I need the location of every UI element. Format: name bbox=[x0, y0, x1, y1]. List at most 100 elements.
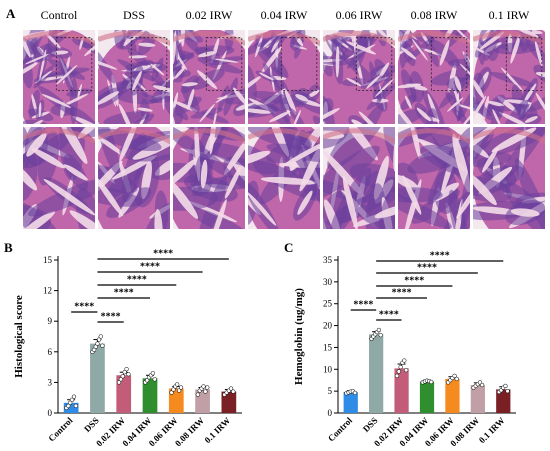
data-point bbox=[378, 333, 383, 338]
significance-label: **** bbox=[379, 310, 399, 321]
data-point bbox=[376, 327, 382, 333]
significance-label: **** bbox=[430, 251, 450, 262]
data-point bbox=[71, 394, 77, 399]
zoom-micrograph-2 bbox=[172, 126, 246, 230]
y-tick-label: 12 bbox=[43, 286, 52, 296]
data-point bbox=[176, 388, 182, 393]
data-point bbox=[452, 373, 457, 378]
data-point bbox=[100, 343, 105, 348]
group-label-4: 0.06 IRW bbox=[335, 8, 383, 22]
data-point bbox=[175, 382, 180, 387]
significance-label: **** bbox=[417, 263, 437, 274]
significance-label: **** bbox=[74, 302, 94, 313]
significance-label: **** bbox=[353, 300, 373, 311]
bar-2 bbox=[116, 375, 132, 413]
category-label-0: Control bbox=[326, 415, 355, 444]
bar-0 bbox=[343, 392, 358, 413]
data-point bbox=[203, 389, 208, 394]
data-point bbox=[169, 390, 174, 395]
data-point bbox=[68, 400, 73, 405]
data-point bbox=[195, 392, 200, 397]
bar-4 bbox=[445, 378, 460, 413]
significance-label: **** bbox=[114, 288, 134, 299]
data-point bbox=[398, 364, 403, 370]
data-point bbox=[126, 372, 131, 377]
zoom-micrograph-4 bbox=[322, 126, 396, 230]
data-point bbox=[231, 389, 236, 394]
data-point bbox=[429, 379, 434, 385]
y-tick-label: 5 bbox=[328, 386, 333, 396]
bar-1 bbox=[369, 334, 384, 413]
data-point bbox=[228, 386, 234, 391]
zoom-micrograph-0 bbox=[22, 126, 96, 230]
group-label-3: 0.04 IRW bbox=[260, 8, 308, 22]
data-point bbox=[73, 403, 79, 409]
panel-letter: C bbox=[284, 240, 293, 255]
y-tick-label: 0 bbox=[328, 408, 333, 418]
data-point bbox=[152, 377, 157, 382]
data-point bbox=[205, 385, 210, 390]
category-label-6: 0.1 IRW bbox=[477, 415, 507, 445]
data-point bbox=[98, 334, 103, 339]
histological-score-chart: B 0 3 6 9 12 15 Histological score Control DSS 0.0… bbox=[4, 240, 242, 448]
y-tick-label: 30 bbox=[323, 277, 333, 287]
data-point bbox=[178, 385, 184, 390]
category-label-6: 0.1 IRW bbox=[202, 415, 232, 445]
bar-3 bbox=[142, 378, 158, 413]
panel-a-letter: A bbox=[6, 6, 16, 21]
zoom-micrograph-6 bbox=[472, 126, 546, 230]
overview-micrograph-2 bbox=[172, 29, 246, 125]
y-axis-label: Hemoglobin (ug/mg) bbox=[293, 288, 305, 385]
group-label-5: 0.08 IRW bbox=[410, 8, 458, 22]
y-tick-label: 15 bbox=[323, 342, 333, 352]
data-point bbox=[66, 403, 71, 409]
group-label-0: Control bbox=[40, 8, 78, 22]
data-point bbox=[118, 377, 124, 382]
data-point bbox=[402, 358, 407, 363]
bar-0 bbox=[63, 402, 79, 413]
hemoglobin-chart: C 0 5 10 15 20 25 30 35 Hemoglobin (ug/mg) Control… bbox=[284, 240, 516, 448]
y-tick-label: 10 bbox=[323, 364, 333, 374]
data-point bbox=[394, 373, 400, 378]
y-tick-label: 6 bbox=[48, 347, 53, 357]
y-tick-label: 35 bbox=[323, 255, 333, 265]
group-label-1: DSS bbox=[122, 8, 145, 22]
data-point bbox=[454, 376, 459, 382]
category-label-1: DSS bbox=[82, 415, 101, 434]
y-tick-label: 15 bbox=[43, 255, 53, 265]
category-label-0: Control bbox=[46, 415, 75, 444]
data-point bbox=[403, 368, 409, 373]
data-point bbox=[122, 370, 127, 375]
significance-label: **** bbox=[127, 275, 147, 286]
data-point bbox=[479, 382, 485, 388]
data-point bbox=[69, 397, 75, 402]
bar-6 bbox=[496, 389, 511, 413]
significance-label: **** bbox=[140, 262, 160, 273]
bar-4 bbox=[168, 388, 184, 413]
group-label-2: 0.02 IRW bbox=[185, 8, 233, 22]
overview-micrograph-0 bbox=[22, 29, 96, 125]
y-axis-label: Histological score bbox=[13, 295, 25, 378]
significance-label: **** bbox=[101, 312, 121, 323]
data-point bbox=[352, 390, 358, 396]
overview-micrograph-6 bbox=[472, 29, 546, 125]
bar-6 bbox=[221, 391, 237, 413]
zoom-micrograph-5 bbox=[397, 126, 471, 230]
panel-letter: B bbox=[4, 240, 13, 255]
data-point bbox=[124, 366, 129, 372]
data-point bbox=[145, 378, 150, 383]
data-point bbox=[505, 388, 510, 394]
significance-label: **** bbox=[392, 288, 412, 299]
bar-5 bbox=[470, 385, 485, 413]
zoom-micrograph-3 bbox=[247, 126, 321, 230]
bar-3 bbox=[419, 381, 435, 413]
data-point bbox=[201, 384, 206, 389]
overview-micrograph-4 bbox=[322, 29, 396, 125]
data-point bbox=[503, 383, 508, 389]
group-label-6: 0.1 IRW bbox=[488, 8, 530, 22]
data-point bbox=[150, 371, 155, 376]
significance-label: **** bbox=[153, 249, 173, 260]
bar-2 bbox=[394, 368, 409, 413]
overview-micrograph-1 bbox=[97, 29, 171, 125]
data-point bbox=[120, 374, 125, 379]
